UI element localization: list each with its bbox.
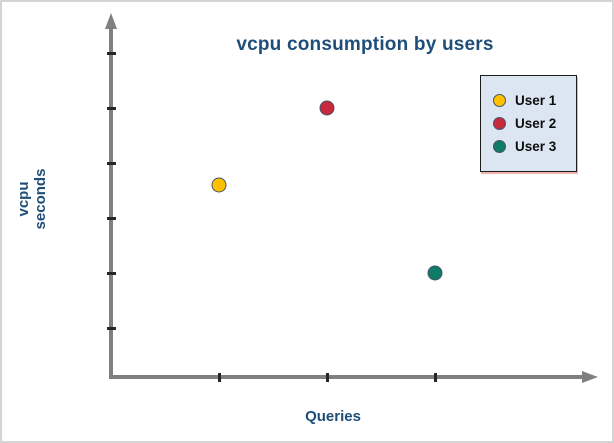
data-point-user-2 [319,100,335,116]
y-axis-tick [106,161,116,165]
data-point-user-3 [427,265,443,281]
x-axis-arrow-icon [582,370,598,383]
y-axis-tick [106,216,116,220]
y-axis-tick [106,51,116,55]
legend-label-user-2: User 2 [515,116,557,131]
y-axis-label: vcpu seconds [15,168,49,230]
x-axis-tick [433,372,437,382]
x-axis-label: Queries [305,408,361,425]
y-axis-tick [106,326,116,330]
x-axis-tick [325,372,329,382]
user-1-marker-icon [493,94,506,107]
y-axis-tick [106,106,116,110]
data-point-user-1 [211,177,227,193]
user-2-marker-icon [493,117,506,130]
legend-item-user-3: User 3 [493,139,576,154]
legend-item-user-1: User 1 [493,93,576,108]
x-axis-tick [217,372,221,382]
y-axis-tick [106,271,116,275]
y-axis-arrow-icon [104,13,117,29]
legend: User 1 User 2 User 3 [480,75,577,172]
legend-label-user-3: User 3 [515,139,557,154]
y-axis [109,28,113,379]
legend-item-user-2: User 2 [493,116,576,131]
chart-title: vcpu consumption by users [236,34,494,55]
user-3-marker-icon [493,140,506,153]
legend-label-user-1: User 1 [515,93,557,108]
x-axis [109,375,584,379]
